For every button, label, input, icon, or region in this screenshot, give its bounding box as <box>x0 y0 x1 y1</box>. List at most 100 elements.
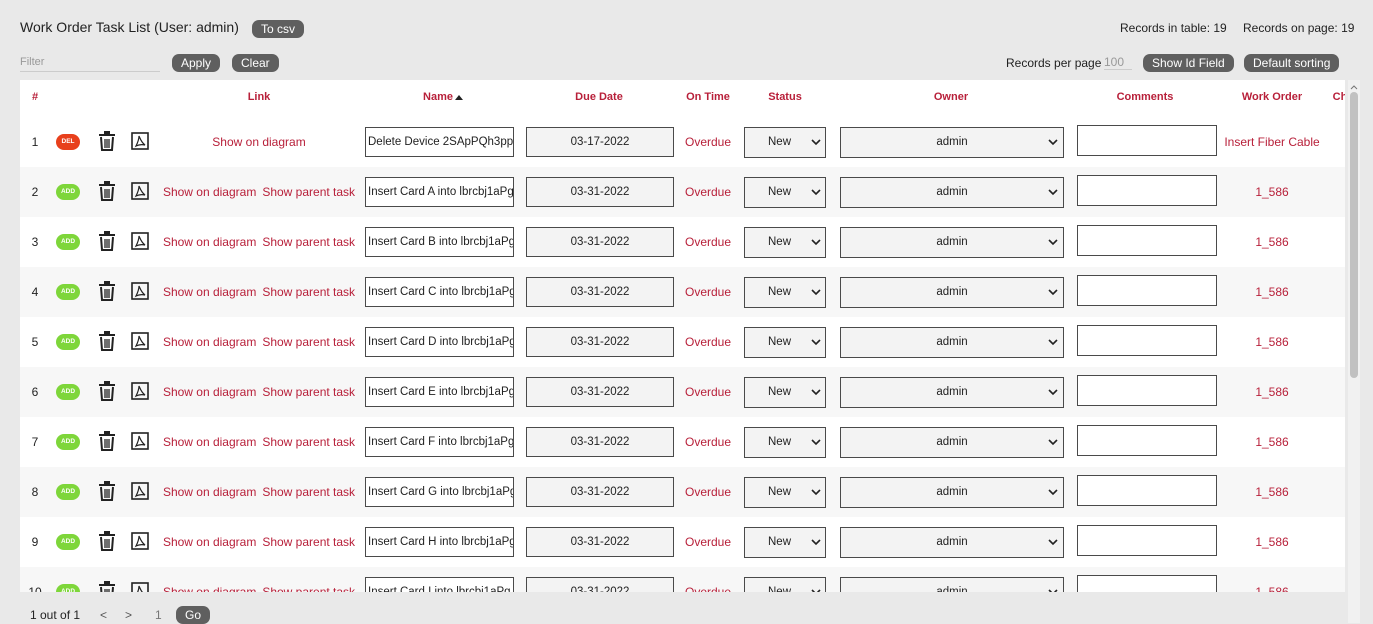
pdf-icon[interactable] <box>131 382 149 400</box>
due-date-input[interactable]: 03-31-2022 <box>526 377 674 407</box>
row-link[interactable]: Show parent task <box>262 535 356 549</box>
row-link[interactable]: Show parent task <box>262 435 356 449</box>
work-order[interactable]: 1_586 <box>1255 485 1289 499</box>
column-header[interactable]: Name <box>423 91 453 103</box>
due-date-input[interactable]: 03-31-2022 <box>526 227 674 257</box>
pdf-icon[interactable] <box>131 482 149 500</box>
name-input[interactable]: Insert Card E into lbrcbj1aPg_ <box>365 377 514 407</box>
delete-icon[interactable] <box>98 531 116 551</box>
prev-page[interactable]: < <box>100 608 108 622</box>
select-chevron[interactable] <box>1048 339 1058 346</box>
records-per-page-input[interactable]: 100 <box>1104 55 1132 70</box>
action-badge[interactable]: ADD <box>56 184 80 200</box>
comments-input[interactable] <box>1077 475 1217 506</box>
action-badge[interactable]: DEL <box>56 134 80 150</box>
scrollbar-thumb[interactable] <box>1350 92 1358 378</box>
delete-icon[interactable] <box>98 581 116 592</box>
owner-select[interactable]: admin <box>840 477 1064 508</box>
work-order[interactable]: 1_586 <box>1255 435 1289 449</box>
owner-select[interactable]: admin <box>840 527 1064 558</box>
row-link[interactable]: Show on diagram <box>212 135 306 149</box>
due-date-input[interactable]: 03-31-2022 <box>526 177 674 207</box>
comments-input[interactable] <box>1077 525 1217 556</box>
select-chevron[interactable] <box>811 239 821 246</box>
column-header[interactable]: Comments <box>1116 91 1174 103</box>
select-chevron[interactable] <box>811 189 821 196</box>
delete-icon[interactable] <box>98 131 116 151</box>
work-order[interactable]: 1_586 <box>1255 585 1289 592</box>
status-select[interactable]: New <box>744 477 826 508</box>
status-select[interactable]: New <box>744 527 826 558</box>
row-link[interactable]: Show parent task <box>262 335 356 349</box>
name-input[interactable]: Insert Card D into lbrcbj1aPg_ <box>365 327 514 357</box>
work-order[interactable]: 1_586 <box>1255 535 1289 549</box>
due-date-input[interactable]: 03-31-2022 <box>526 577 674 592</box>
select-chevron[interactable] <box>811 339 821 346</box>
owner-select[interactable]: admin <box>840 127 1064 158</box>
name-input[interactable]: Delete Device 2SApPQh3pp fr <box>365 127 514 157</box>
due-date-input[interactable]: 03-17-2022 <box>526 127 674 157</box>
show-id-button[interactable]: Show Id Field <box>1143 54 1234 72</box>
status-select[interactable]: New <box>744 377 826 408</box>
select-chevron[interactable] <box>811 139 821 146</box>
apply-button[interactable]: Apply <box>172 54 221 72</box>
owner-select[interactable]: admin <box>840 577 1064 592</box>
delete-icon[interactable] <box>98 181 116 201</box>
column-header[interactable]: # <box>31 91 39 103</box>
due-date-input[interactable]: 03-31-2022 <box>526 477 674 507</box>
work-order[interactable]: 1_586 <box>1255 385 1289 399</box>
sort-arrow[interactable] <box>455 95 463 101</box>
pdf-icon[interactable] <box>131 232 149 250</box>
row-link[interactable]: Show on diagram <box>162 485 257 499</box>
pdf-icon[interactable] <box>131 582 149 592</box>
name-input[interactable]: Insert Card H into lbrcbj1aPg_ <box>365 527 514 557</box>
status-select[interactable]: New <box>744 127 826 158</box>
action-badge[interactable]: ADD <box>56 234 80 250</box>
comments-input[interactable] <box>1077 325 1217 356</box>
work-order[interactable]: 1_586 <box>1255 285 1289 299</box>
row-link[interactable]: Show on diagram <box>162 285 257 299</box>
pdf-icon[interactable] <box>131 282 149 300</box>
due-date-input[interactable]: 03-31-2022 <box>526 527 674 557</box>
comments-input[interactable] <box>1077 375 1217 406</box>
name-input[interactable]: Insert Card C into lbrcbj1aPg_ <box>365 277 514 307</box>
action-badge[interactable]: ADD <box>56 484 80 500</box>
action-badge[interactable]: ADD <box>56 384 80 400</box>
work-order[interactable]: 1_586 <box>1255 185 1289 199</box>
status-select[interactable]: New <box>744 577 826 592</box>
status-select[interactable]: New <box>744 327 826 358</box>
row-link[interactable]: Show parent task <box>262 285 356 299</box>
row-link[interactable]: Show on diagram <box>162 235 257 249</box>
pdf-icon[interactable] <box>131 532 149 550</box>
due-date-input[interactable]: 03-31-2022 <box>526 327 674 357</box>
clear-button[interactable]: Clear <box>232 54 279 72</box>
row-link[interactable]: Show on diagram <box>162 335 257 349</box>
delete-icon[interactable] <box>98 431 116 451</box>
next-page[interactable]: > <box>125 608 133 622</box>
pdf-icon[interactable] <box>131 432 149 450</box>
owner-select[interactable]: admin <box>840 177 1064 208</box>
delete-icon[interactable] <box>98 331 116 351</box>
page-number[interactable]: 1 <box>155 608 162 622</box>
name-input[interactable]: Insert Card B into lbrcbj1aPg_ <box>365 227 514 257</box>
comments-input[interactable] <box>1077 425 1217 456</box>
column-header[interactable]: Link <box>247 91 271 103</box>
row-link[interactable]: Show on diagram <box>162 185 257 199</box>
action-badge[interactable]: ADD <box>56 584 80 592</box>
column-header[interactable]: Owner <box>933 91 969 103</box>
default-sorting-button[interactable]: Default sorting <box>1244 54 1340 72</box>
status-select[interactable]: New <box>744 227 826 258</box>
row-link[interactable]: Show on diagram <box>162 385 257 399</box>
owner-select[interactable]: admin <box>840 377 1064 408</box>
action-badge[interactable]: ADD <box>56 434 80 450</box>
go-button[interactable]: Go <box>176 606 211 624</box>
row-link[interactable]: Show parent task <box>262 385 356 399</box>
row-link[interactable]: Show parent task <box>262 585 356 592</box>
status-select[interactable]: New <box>744 277 826 308</box>
delete-icon[interactable] <box>98 381 116 401</box>
action-badge[interactable]: ADD <box>56 334 80 350</box>
select-chevron[interactable] <box>1048 539 1058 546</box>
owner-select[interactable]: admin <box>840 327 1064 358</box>
status-select[interactable]: New <box>744 427 826 458</box>
delete-icon[interactable] <box>98 231 116 251</box>
